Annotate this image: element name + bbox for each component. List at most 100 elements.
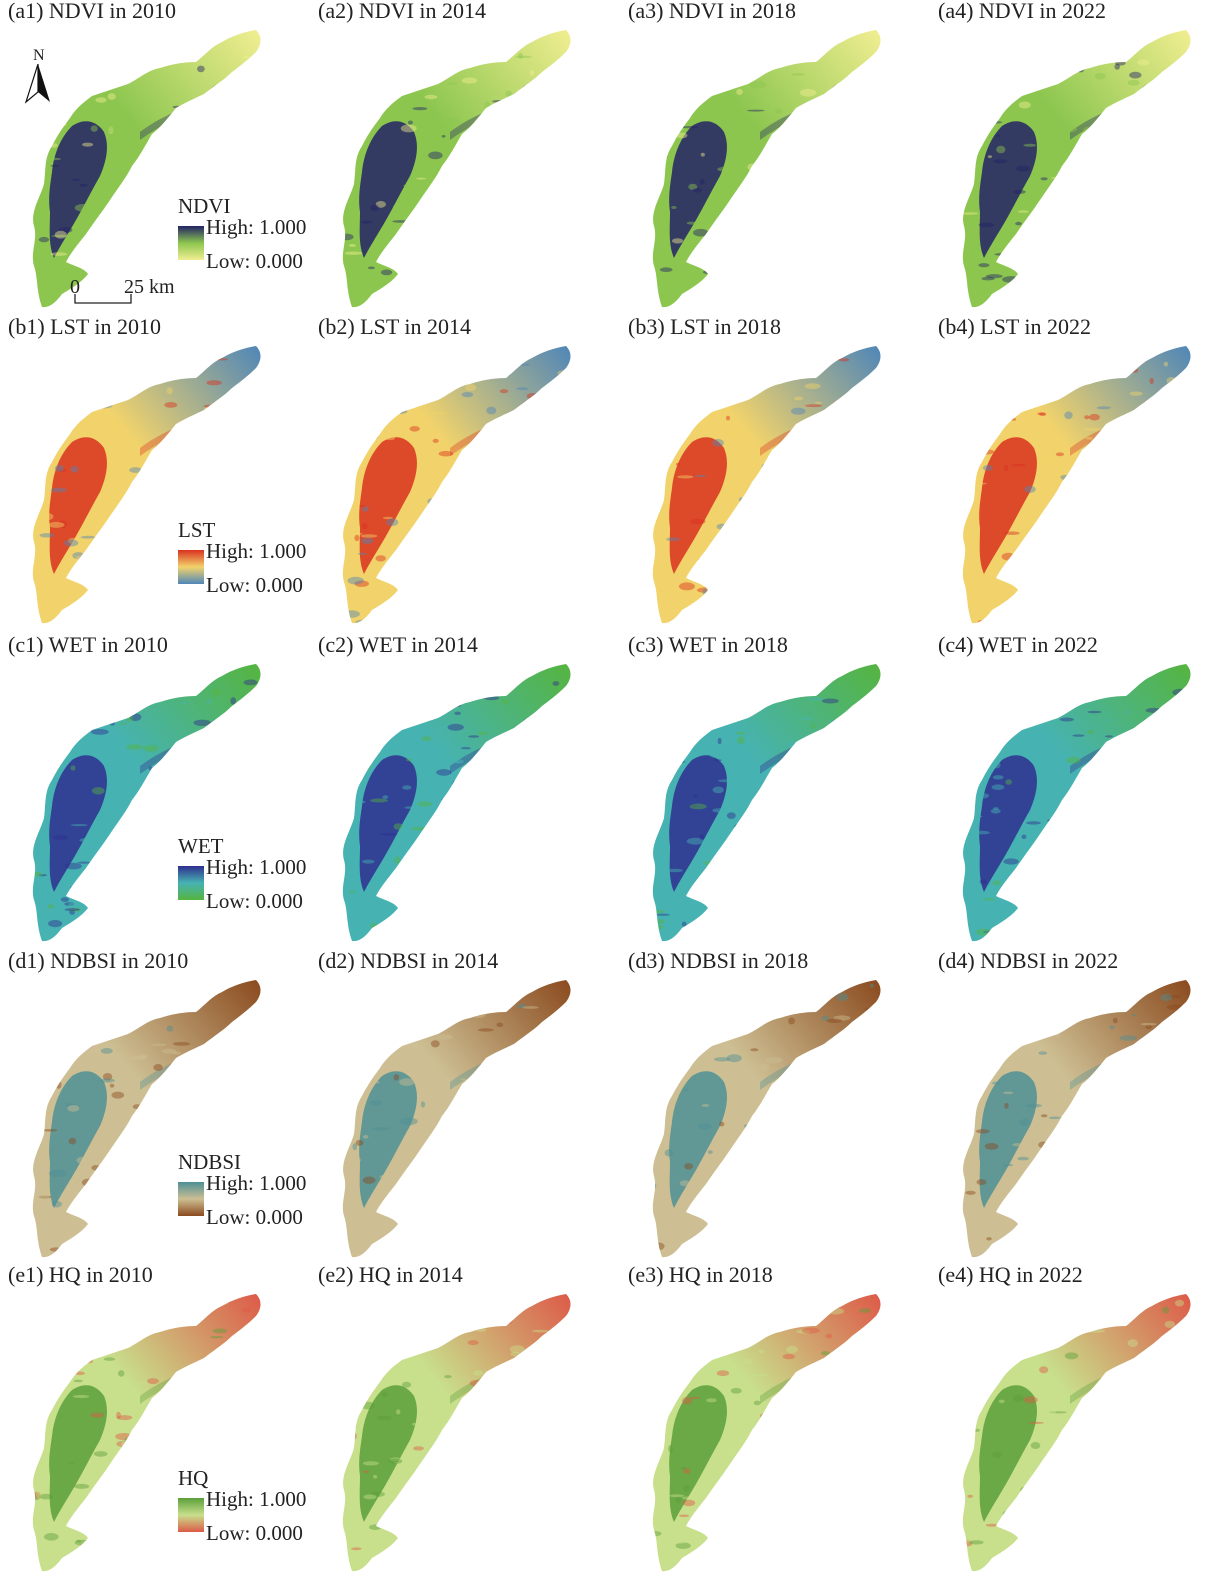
raster-texture	[48, 1072, 58, 1076]
study-area-map	[962, 664, 1191, 942]
raster-texture	[999, 397, 1011, 401]
raster-texture	[776, 127, 792, 131]
raster-texture	[354, 1031, 371, 1035]
raster-texture	[847, 1199, 857, 1203]
raster-texture	[790, 353, 797, 361]
raster-texture	[72, 1394, 90, 1399]
raster-texture	[107, 93, 116, 100]
raster-texture	[683, 1089, 689, 1092]
raster-texture	[1000, 608, 1017, 617]
raster-texture	[473, 1370, 484, 1376]
raster-texture	[449, 1557, 467, 1566]
raster-texture	[369, 1100, 382, 1106]
raster-texture	[170, 755, 187, 763]
raster-texture	[425, 871, 433, 877]
raster-texture	[243, 679, 258, 686]
raster-texture	[555, 407, 570, 412]
raster-texture	[1055, 589, 1066, 595]
raster-texture	[508, 801, 515, 809]
raster-texture	[128, 844, 145, 849]
raster-texture	[482, 262, 489, 271]
raster-texture	[789, 1101, 796, 1105]
raster-texture	[194, 483, 204, 488]
raster-texture	[791, 73, 805, 76]
raster-texture	[1081, 196, 1098, 201]
raster-texture	[1023, 1209, 1039, 1214]
raster-texture	[438, 725, 452, 729]
raster-texture	[114, 604, 123, 612]
raster-texture	[1053, 1134, 1064, 1141]
raster-texture	[652, 919, 666, 925]
raster-texture	[468, 735, 480, 738]
raster-texture	[809, 1116, 818, 1121]
raster-texture	[678, 582, 695, 591]
raster-texture	[116, 832, 121, 839]
raster-texture	[1029, 232, 1038, 239]
raster-texture	[1087, 1329, 1106, 1333]
raster-texture	[1107, 761, 1115, 768]
raster-texture	[169, 495, 182, 501]
raster-texture	[96, 1457, 105, 1462]
raster-texture	[1073, 815, 1086, 820]
raster-texture	[1057, 33, 1073, 39]
raster-texture	[152, 495, 157, 498]
raster-texture	[1150, 397, 1165, 403]
raster-texture	[708, 399, 718, 405]
raster-texture	[1011, 69, 1022, 73]
raster-texture	[867, 901, 874, 905]
raster-texture	[1177, 1461, 1191, 1465]
raster-texture	[399, 31, 405, 40]
raster-texture	[492, 100, 507, 103]
study-area-shape	[32, 1294, 261, 1572]
raster-texture	[91, 787, 105, 795]
raster-texture	[1127, 1339, 1138, 1347]
raster-texture	[75, 1539, 82, 1543]
raster-texture	[484, 623, 496, 624]
raster-texture	[375, 555, 386, 562]
raster-texture	[342, 1389, 346, 1396]
raster-texture	[504, 371, 511, 377]
study-area-map	[342, 980, 571, 1258]
raster-texture	[759, 1063, 770, 1071]
raster-texture	[1064, 1352, 1079, 1360]
raster-texture	[1148, 1351, 1156, 1358]
raster-texture	[861, 886, 875, 889]
raster-texture	[112, 239, 128, 245]
raster-texture	[41, 1372, 49, 1377]
panel-title: (e3) HQ in 2018	[628, 1262, 773, 1287]
raster-texture	[477, 1561, 487, 1568]
raster-texture	[847, 533, 858, 541]
raster-texture	[1034, 865, 1052, 870]
raster-texture	[780, 1111, 795, 1115]
raster-texture	[866, 1401, 877, 1408]
panel-title: (d4) NDBSI in 2022	[938, 948, 1119, 973]
raster-texture	[684, 689, 691, 697]
raster-texture	[79, 361, 94, 366]
raster-texture	[495, 237, 502, 242]
raster-texture	[1135, 188, 1142, 193]
raster-texture	[76, 1041, 89, 1045]
raster-texture	[478, 1028, 494, 1032]
raster-texture	[846, 1203, 852, 1208]
raster-texture	[1114, 741, 1125, 748]
raster-texture	[452, 1253, 461, 1258]
raster-texture	[38, 874, 47, 877]
raster-texture	[1088, 980, 1102, 988]
raster-texture	[709, 1207, 718, 1215]
raster-texture	[32, 455, 46, 459]
raster-texture	[1096, 302, 1111, 308]
raster-texture	[216, 358, 229, 361]
raster-texture	[361, 506, 369, 512]
raster-texture	[1166, 1004, 1184, 1010]
raster-texture	[68, 537, 78, 544]
raster-texture	[1121, 280, 1130, 283]
raster-texture	[417, 801, 433, 807]
raster-texture	[982, 465, 993, 471]
raster-texture	[1050, 1497, 1057, 1506]
raster-texture	[710, 753, 726, 759]
raster-texture	[240, 436, 252, 442]
raster-texture	[373, 1080, 380, 1084]
mountain-core-area	[49, 121, 107, 258]
raster-texture	[1004, 531, 1020, 535]
raster-texture	[404, 989, 409, 997]
